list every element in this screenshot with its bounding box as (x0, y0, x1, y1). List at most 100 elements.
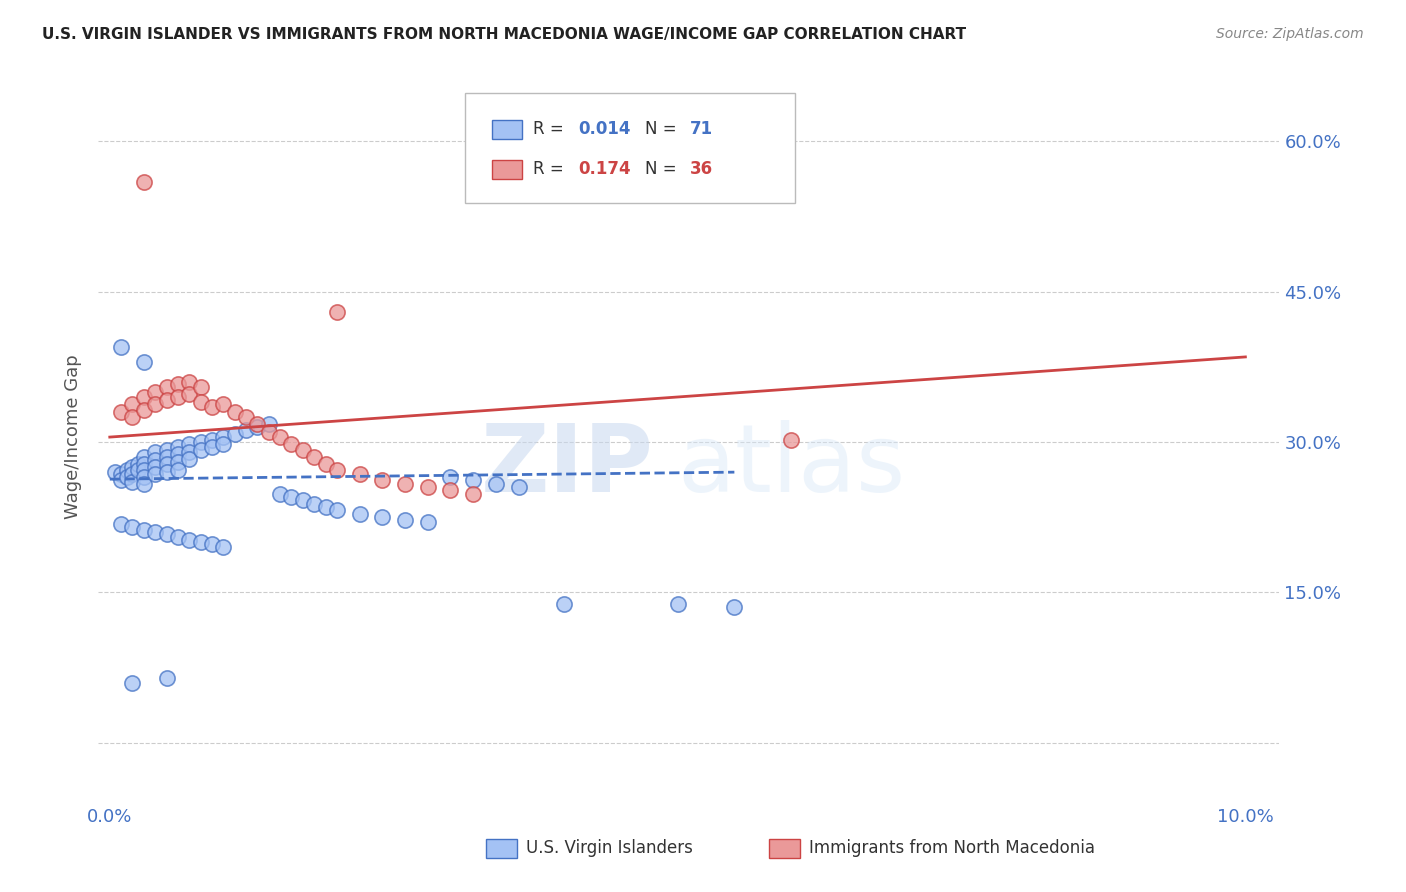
Point (201, 537, 224, 551)
Point (190, 395, 212, 409)
Text: R =: R = (533, 161, 569, 178)
Point (257, 417, 280, 431)
Text: Immigrants from North Macedonia: Immigrants from North Macedonia (810, 839, 1095, 857)
Point (463, 487, 485, 501)
Point (167, 376, 190, 391)
Text: N =: N = (645, 120, 682, 138)
Point (167, 463, 190, 477)
FancyBboxPatch shape (492, 160, 523, 179)
Point (179, 387, 201, 401)
Point (121, 475, 143, 490)
Point (326, 463, 349, 477)
Point (394, 513, 416, 527)
Point (666, 598, 689, 612)
Point (291, 493, 314, 508)
Point (121, 520, 143, 534)
FancyBboxPatch shape (492, 120, 523, 138)
Point (143, 453, 166, 467)
Point (371, 510, 394, 524)
Point (155, 450, 177, 464)
Point (212, 437, 235, 451)
Point (326, 503, 349, 517)
Point (201, 433, 224, 447)
Point (155, 671, 177, 685)
Point (132, 355, 155, 369)
Point (280, 437, 302, 451)
Point (212, 397, 235, 411)
Text: U.S. Virgin Islanders: U.S. Virgin Islanders (526, 839, 693, 857)
Point (326, 305, 349, 319)
FancyBboxPatch shape (486, 838, 516, 858)
Point (485, 477, 508, 491)
Point (143, 460, 166, 475)
Point (143, 445, 166, 459)
Point (115, 470, 138, 484)
Point (155, 443, 177, 458)
Point (201, 400, 224, 414)
Point (190, 443, 212, 458)
Y-axis label: Wage/Income Gap: Wage/Income Gap (65, 355, 83, 519)
Text: ZIP: ZIP (481, 420, 654, 512)
Point (315, 457, 337, 471)
Point (155, 392, 177, 407)
Point (416, 480, 439, 494)
Point (132, 457, 155, 471)
Point (155, 457, 177, 471)
Point (235, 423, 257, 437)
Point (110, 473, 132, 487)
Point (416, 515, 439, 529)
Point (104, 465, 127, 479)
Text: 36: 36 (690, 161, 713, 178)
Point (508, 480, 530, 494)
Point (167, 455, 190, 469)
Point (190, 380, 212, 394)
Point (235, 410, 257, 425)
Point (132, 450, 155, 464)
Point (167, 530, 190, 544)
Point (132, 463, 155, 477)
Point (280, 490, 302, 504)
Point (179, 375, 201, 389)
Point (127, 457, 149, 471)
Point (723, 600, 745, 615)
Text: R =: R = (533, 120, 569, 138)
Point (302, 450, 325, 464)
FancyBboxPatch shape (464, 94, 796, 203)
Point (143, 525, 166, 540)
Point (132, 523, 155, 537)
Point (224, 405, 246, 419)
Point (179, 452, 201, 467)
FancyBboxPatch shape (769, 838, 800, 858)
Point (201, 440, 224, 454)
Point (110, 405, 132, 419)
Point (121, 460, 143, 475)
Point (246, 417, 269, 431)
Point (132, 390, 155, 404)
Point (132, 403, 155, 417)
Point (115, 463, 138, 477)
Point (212, 541, 235, 555)
Point (246, 420, 269, 434)
Point (179, 445, 201, 459)
Point (315, 500, 337, 515)
Point (127, 463, 149, 477)
Point (143, 397, 166, 411)
Point (110, 467, 132, 482)
Point (132, 470, 155, 484)
Point (132, 477, 155, 491)
Point (349, 507, 371, 521)
Point (121, 397, 143, 411)
Text: 0.174: 0.174 (578, 161, 630, 178)
Text: N =: N = (645, 161, 682, 178)
Point (179, 437, 201, 451)
Point (143, 384, 166, 399)
Point (371, 473, 394, 487)
Text: Source: ZipAtlas.com: Source: ZipAtlas.com (1216, 27, 1364, 41)
Text: 71: 71 (690, 120, 713, 138)
Point (179, 533, 201, 548)
Text: atlas: atlas (678, 420, 905, 512)
Point (190, 535, 212, 549)
Point (132, 175, 155, 189)
Point (439, 470, 461, 484)
Point (349, 467, 371, 482)
